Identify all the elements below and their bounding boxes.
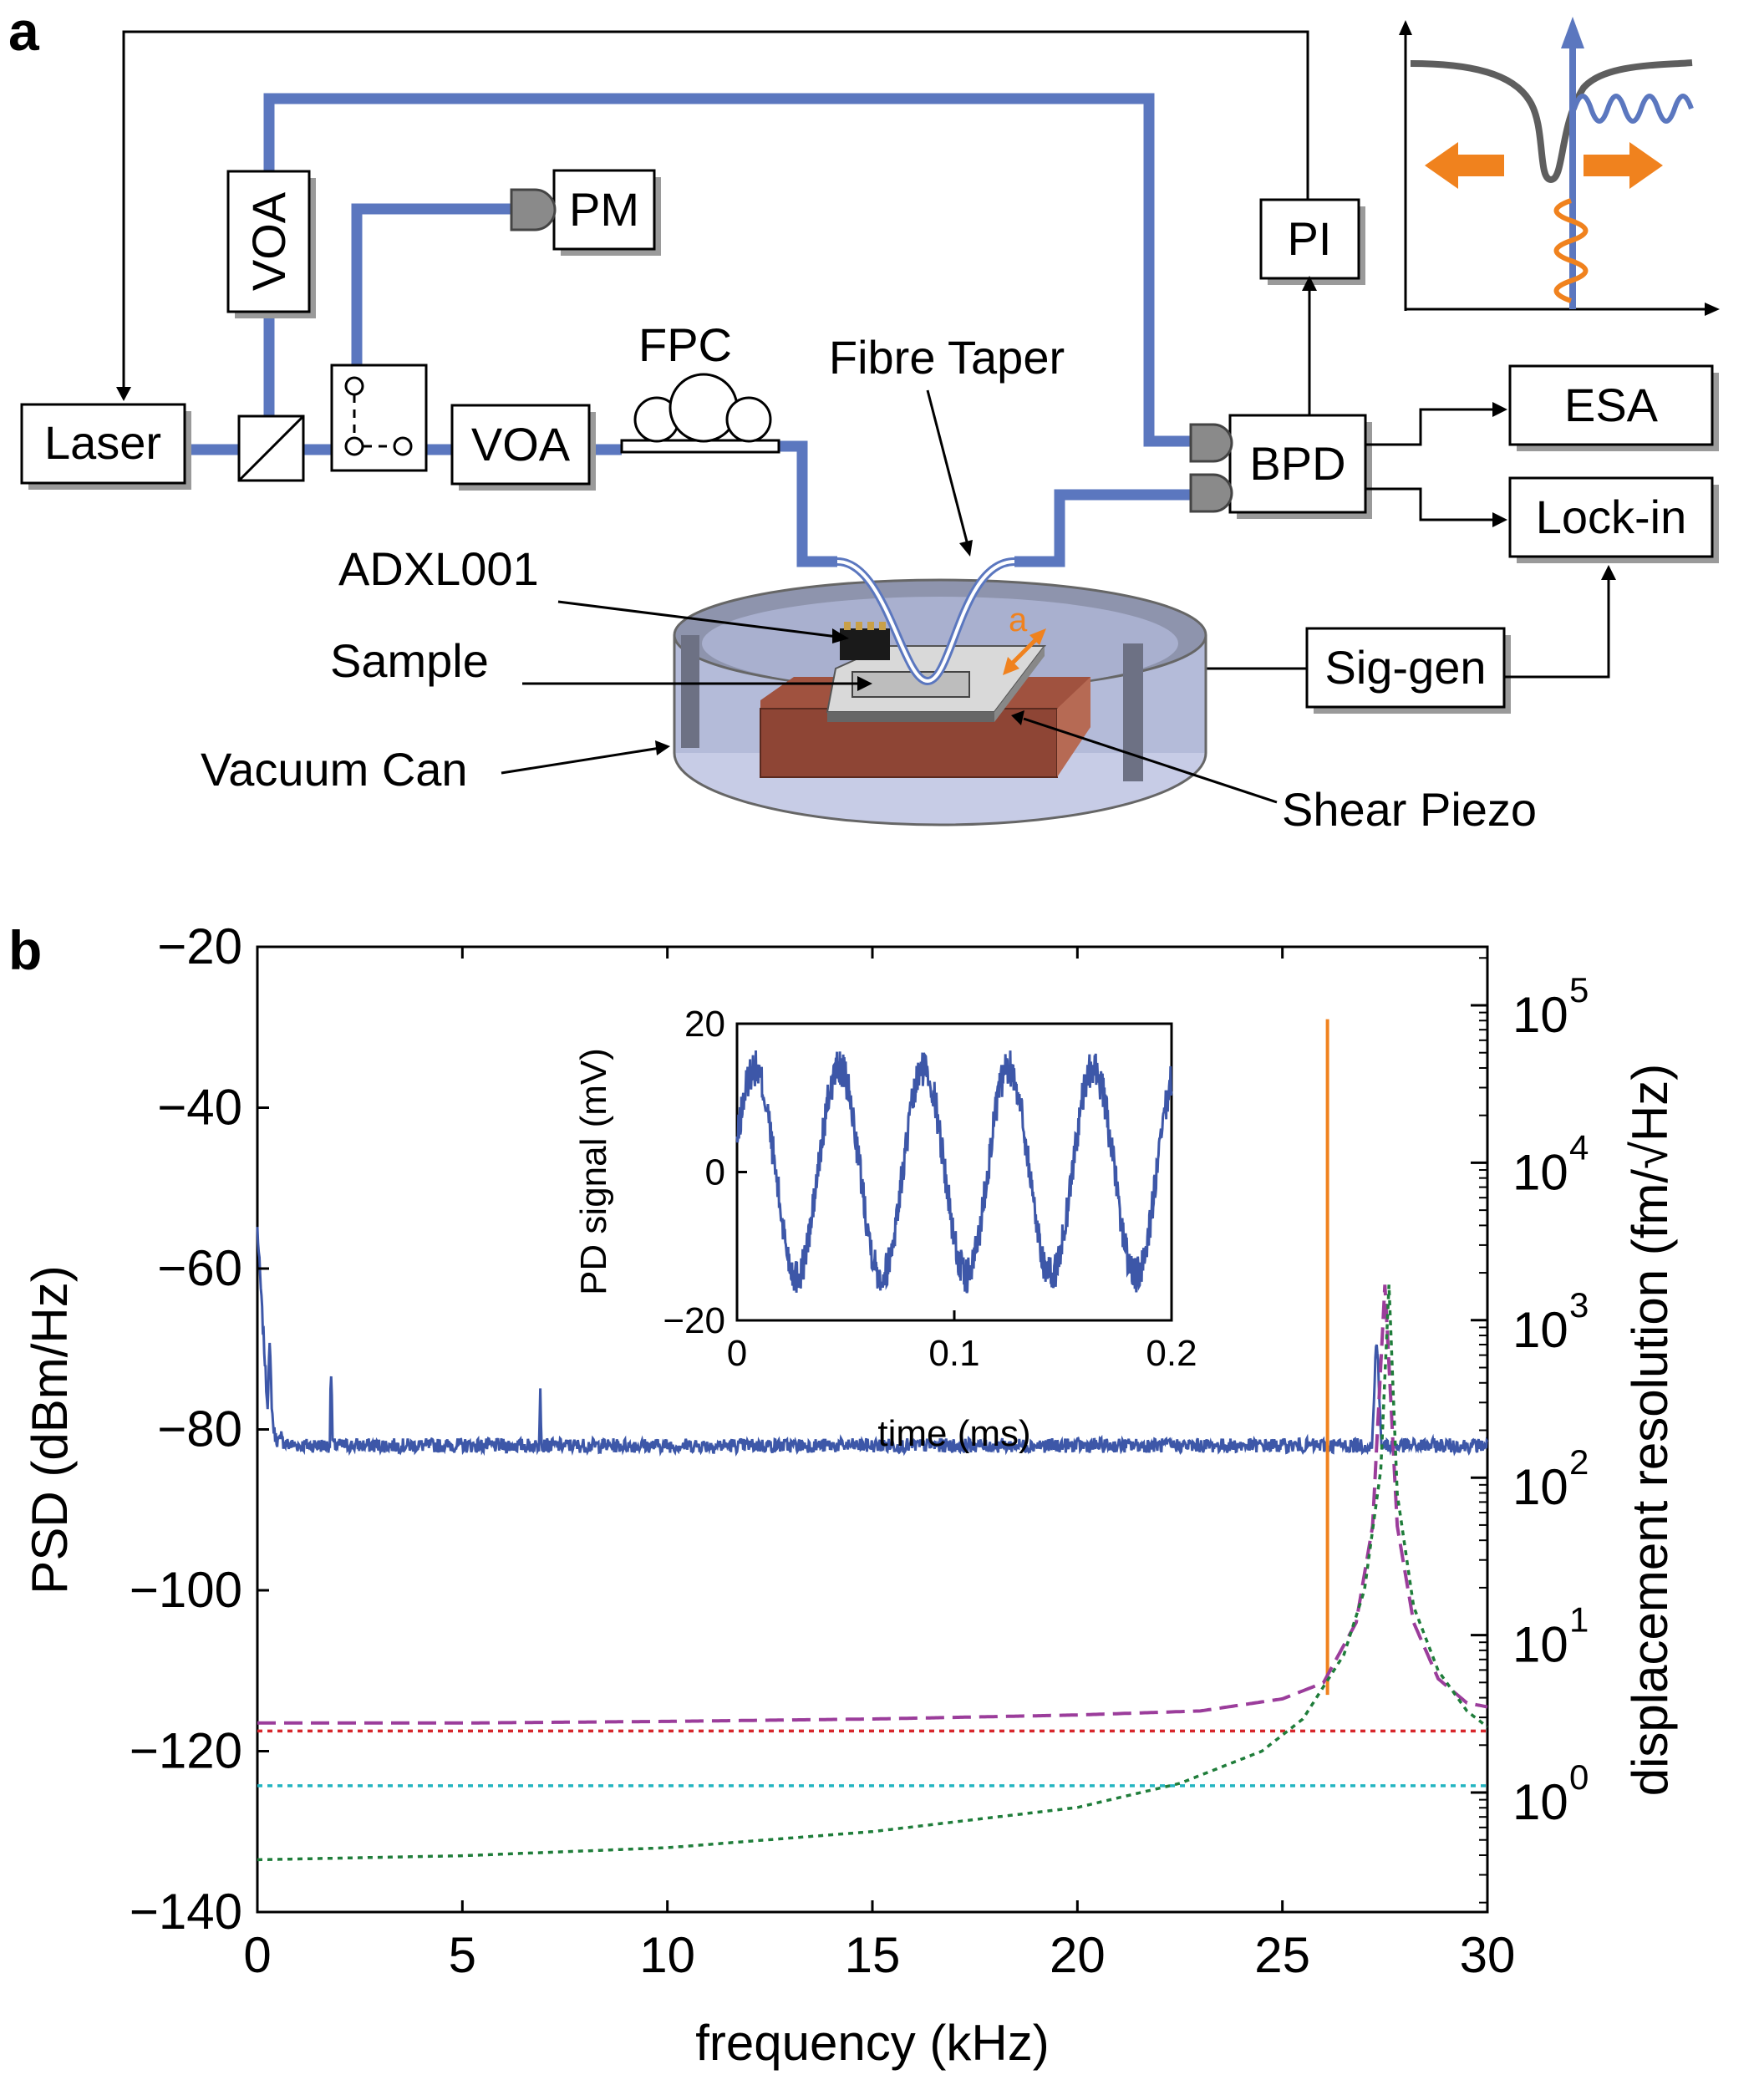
- inset-x-tick-label: 0.2: [1146, 1333, 1197, 1374]
- y-tick-label: −40: [157, 1080, 242, 1136]
- inset-frame: [735, 1022, 1173, 1322]
- feedback-wire: [122, 30, 1309, 391]
- right-tick-exponent: 0: [1569, 1757, 1589, 1797]
- resonance-inset: [1399, 17, 1720, 316]
- pm-box: [552, 169, 656, 251]
- vacuum-can: a: [673, 557, 1207, 826]
- inset-y-tick-label: −20: [663, 1300, 725, 1341]
- panel-b-label: b: [8, 919, 42, 981]
- y-tick-label: −140: [130, 1884, 242, 1940]
- pm-label: PM: [569, 183, 639, 236]
- x-axis-label: frequency (kHz): [695, 2015, 1049, 2071]
- inset-x-tick-label: 0.1: [928, 1333, 979, 1374]
- series-line-2: [257, 1284, 1488, 1725]
- lockin-label: Lock-in: [1536, 491, 1687, 543]
- vacuum-can-label: Vacuum Can: [201, 743, 468, 796]
- voa-top-box: [226, 170, 311, 313]
- x-tick-label: 10: [639, 1927, 695, 1983]
- laser-box: [20, 403, 186, 485]
- fibre-taper-label: Fibre Taper: [829, 331, 1065, 384]
- x-tick-label: 25: [1254, 1927, 1310, 1983]
- x-tick-label: 20: [1050, 1927, 1106, 1983]
- inset-y-axis-label: PD signal (mV): [573, 1048, 614, 1295]
- pi-box: [1259, 198, 1360, 280]
- right-tick-label: 10: [1512, 1617, 1568, 1673]
- bpd-detector-icon: [1189, 423, 1233, 463]
- right-tick-exponent: 2: [1569, 1442, 1589, 1482]
- inset-x-tick-label: 0: [727, 1333, 747, 1374]
- psd-plot: 0 5 10 15 20 25 30 −20−40−60−80−100−120−140 10…: [22, 918, 1678, 2071]
- inset-y-tick-label: 0: [705, 1152, 725, 1193]
- fpc-paddles: [620, 373, 780, 454]
- inset-y-tick-label: 20: [684, 1004, 725, 1045]
- y-tick-label: −20: [157, 918, 242, 974]
- pd-signal-inset: 0 0.1 0.2 200−20 time (ms) PD signal (mV): [573, 1004, 1197, 1454]
- pd-signal-line: [735, 1050, 1173, 1294]
- shear-piezo-label: Shear Piezo: [1282, 783, 1537, 836]
- right-tick-exponent: 4: [1569, 1127, 1589, 1167]
- psd-series-line: [256, 1227, 1489, 1457]
- series-line-5: [257, 1284, 1489, 1862]
- right-tick-label: 10: [1512, 1302, 1568, 1358]
- right-tick-exponent: 1: [1569, 1600, 1589, 1640]
- x-tick-label: 0: [243, 1927, 271, 1983]
- y-tick-label: −80: [157, 1401, 242, 1457]
- x-tick-label: 30: [1460, 1927, 1516, 1983]
- lockin-box: [1508, 476, 1714, 558]
- laser-label: Laser: [44, 416, 161, 469]
- bpd-label: BPD: [1249, 437, 1345, 490]
- bpd-box: [1228, 414, 1367, 514]
- right-tick-label: 10: [1512, 987, 1568, 1043]
- siggen-label: Sig-gen: [1324, 641, 1486, 694]
- esa-label: ESA: [1564, 379, 1659, 431]
- pi-label: PI: [1288, 212, 1332, 265]
- adxl-label: ADXL001: [338, 542, 539, 595]
- y-tick-label: −60: [157, 1240, 242, 1296]
- voa-top-label: VOA: [242, 191, 295, 291]
- y-axis-right-label: displacement resolution (fm/√Hz): [1622, 1064, 1678, 1797]
- acceleration-symbol: a: [1009, 602, 1028, 638]
- y-axis-label: PSD (dBm/Hz): [22, 1265, 78, 1594]
- x-tick-label: 5: [449, 1927, 476, 1983]
- right-tick-label: 10: [1512, 1459, 1568, 1515]
- y-tick-label: −100: [130, 1562, 242, 1618]
- esa-box: [1508, 364, 1714, 446]
- sample-label: Sample: [330, 634, 489, 687]
- right-tick-exponent: 3: [1569, 1285, 1589, 1325]
- voa-main-label: VOA: [471, 418, 571, 470]
- right-tick-exponent: 5: [1569, 970, 1589, 1009]
- right-tick-label: 10: [1512, 1144, 1568, 1200]
- x-tick-label: 15: [845, 1927, 901, 1983]
- pm-detector-icon: [510, 188, 557, 231]
- y-tick-label: −120: [130, 1723, 242, 1779]
- right-tick-label: 10: [1512, 1774, 1568, 1830]
- voa-main-box: [450, 404, 591, 486]
- optical-switch: [330, 364, 428, 472]
- panel-a-label: a: [8, 0, 40, 62]
- inset-x-axis-label: time (ms): [877, 1413, 1030, 1454]
- fpc-label: FPC: [638, 318, 732, 371]
